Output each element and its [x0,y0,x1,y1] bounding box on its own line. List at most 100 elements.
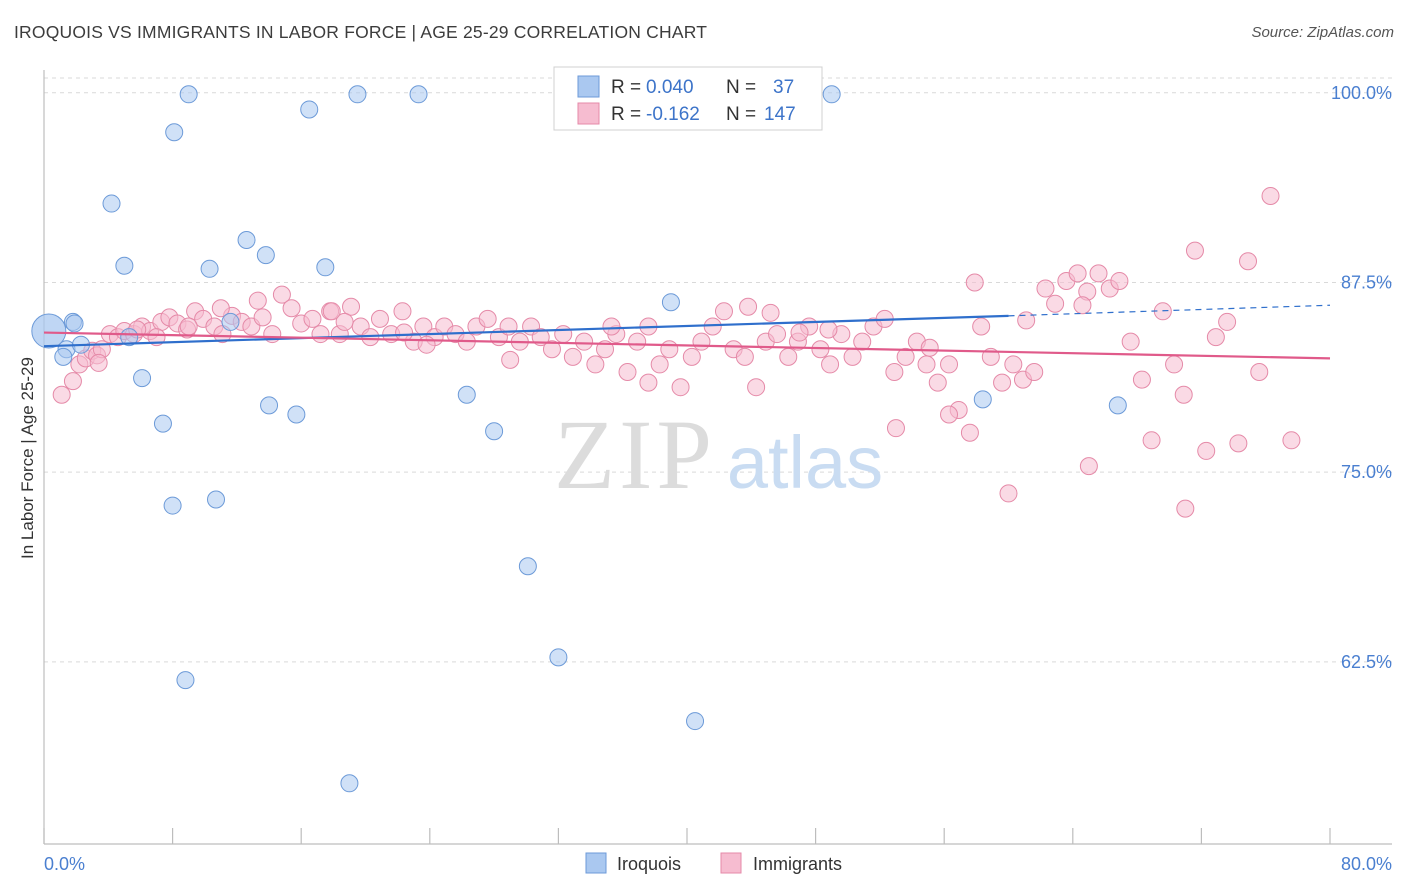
immigrants-point [1079,457,1098,476]
immigrants-point [660,340,679,359]
stats-n-label-2: N = [726,104,761,125]
immigrants-point [89,353,108,372]
immigrants-point [393,302,412,321]
x-tick-label: 0.0% [44,854,85,874]
immigrants-point [920,338,939,357]
immigrants-point [63,372,82,391]
x-tick-labels: 0.0% 80.0% [44,854,1392,874]
iroquois-point [256,246,275,265]
immigrants-point [1250,363,1269,382]
immigrants-point [1068,264,1087,283]
iroquois-trend-extension [1008,304,1331,317]
immigrants-point [501,350,520,369]
immigrants-point [596,340,615,359]
immigrants-point [965,273,984,292]
immigrants-trend-line [43,331,1331,360]
iroquois-point [221,312,240,331]
immigrants-point [248,291,267,310]
immigrants-point [682,347,701,366]
immigrants-point [960,423,979,442]
immigrants-point [322,302,341,321]
iroquois-point [287,405,306,424]
immigrants-point [886,419,905,438]
iroquois-point [457,385,476,404]
immigrants-point [639,373,658,392]
immigrants-point [542,340,561,359]
immigrants-point [417,335,436,354]
immigrants-point [211,299,230,318]
immigrants-point [554,325,573,344]
watermark-atlas: atlas [727,421,883,504]
iroquois-point [340,774,359,793]
immigrants-point [821,355,840,374]
iroquois-point [300,100,319,119]
series-legend: Iroquois Immigrants [585,852,842,874]
stats-r-label-2: R = [611,104,646,125]
immigrants-point [282,299,301,318]
immigrants-point [1036,279,1055,298]
chart-title: IROQUOIS VS IMMIGRANTS IN LABOR FORCE | … [14,22,708,42]
immigrants-point [586,355,605,374]
immigrants-point [1121,332,1140,351]
iroquois-point [133,369,152,388]
immigrants-point [999,484,1018,503]
immigrants-point [1110,271,1129,290]
iroquois-point [348,85,367,104]
immigrants-point [147,328,166,347]
immigrants-point [761,303,780,322]
x-tick-label: 80.0% [1341,854,1392,874]
immigrants-point [1197,441,1216,460]
immigrants-point [650,355,669,374]
iroquois-trend-line [43,314,1009,348]
iroquois-point [153,414,172,433]
stats-legend-swatch-iroquois [577,75,600,98]
immigrants-point [747,378,766,397]
y-tick-labels: 100.0% 87.5% 75.0% 62.5% [1331,83,1392,672]
immigrants-point [1206,328,1225,347]
immigrants-point [1229,434,1248,453]
legend-swatch-immigrants [720,852,742,874]
immigrants-point [272,285,291,304]
immigrants-point [735,347,754,366]
iroquois-point [822,85,841,104]
immigrants-point [714,302,733,321]
immigrants-point [628,332,647,351]
iroquois-point [176,671,195,690]
immigrants-point [52,385,71,404]
iroquois-point [518,557,537,576]
iroquois-point [120,328,139,347]
iroquois-point [200,259,219,278]
immigrants-point [342,297,361,316]
immigrants-point [768,325,787,344]
immigrants-point [311,325,330,344]
immigrants-point [1017,311,1036,330]
y-tick-label: 75.0% [1341,462,1392,482]
immigrants-point [972,317,991,336]
watermark-zip: ZIP [554,399,716,510]
iroquois-point [661,293,680,312]
y-tick-label: 62.5% [1341,652,1392,672]
iroquois-point [549,648,568,667]
immigrants-point [1046,294,1065,313]
iroquois-point [207,490,226,509]
immigrants-point [1174,385,1193,404]
immigrants-point [618,363,637,382]
immigrants-point [819,320,838,339]
immigrants-point [896,347,915,366]
immigrants-point [1282,431,1301,450]
immigrants-point [1239,252,1258,271]
legend-label-immigrants: Immigrants [753,854,842,874]
stats-r-value-2: -0.162 [646,104,700,125]
iroquois-point [31,313,67,349]
immigrants-point [843,347,862,366]
immigrants-point [739,297,758,316]
iroquois-point [409,85,428,104]
immigrants-point [575,332,594,351]
immigrants-point [1185,241,1204,260]
iroquois-point [973,390,992,409]
iroquois-point [237,230,256,249]
stats-n-value-2: 147 [764,104,796,125]
immigrants-point [179,317,198,336]
immigrants-point [1004,355,1023,374]
